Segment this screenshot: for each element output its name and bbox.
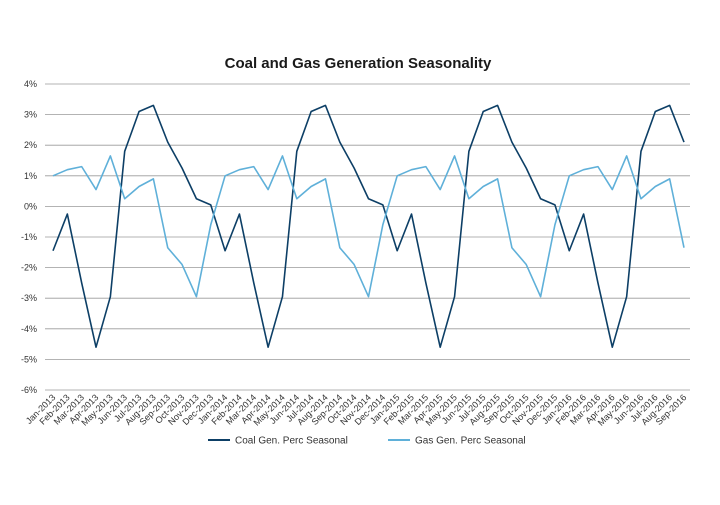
x-axis-ticks: Jan-2013Feb-2013Mar-2013Apr-2013May-2013… <box>24 392 689 427</box>
y-tick-label: 2% <box>24 140 37 150</box>
gridlines <box>45 83 690 391</box>
y-tick-label: 4% <box>24 79 37 89</box>
y-tick-label: 0% <box>24 201 37 211</box>
y-tick-label: -3% <box>21 293 37 303</box>
legend-label: Gas Gen. Perc Seasonal <box>415 436 526 447</box>
y-tick-label: -6% <box>21 385 37 395</box>
y-tick-label: -4% <box>21 324 37 334</box>
y-tick-label: -2% <box>21 263 37 273</box>
coal-series-line <box>52 104 685 348</box>
gas-series-line <box>52 155 685 298</box>
y-tick-label: -1% <box>21 232 37 242</box>
legend: Coal Gen. Perc Seasonal Gas Gen. Perc Sea… <box>208 436 526 447</box>
legend-label: Coal Gen. Perc Seasonal <box>235 436 348 447</box>
y-tick-label: -5% <box>21 354 37 364</box>
y-tick-label: 3% <box>24 110 37 120</box>
y-tick-label: 1% <box>24 171 37 181</box>
y-axis-ticks: 4% 3% 2% 1% 0% -1% -2% -3% -4% -5% -6% <box>21 79 37 395</box>
series-lines <box>52 104 685 348</box>
chart-title: Coal and Gas Generation Seasonality <box>225 55 492 72</box>
